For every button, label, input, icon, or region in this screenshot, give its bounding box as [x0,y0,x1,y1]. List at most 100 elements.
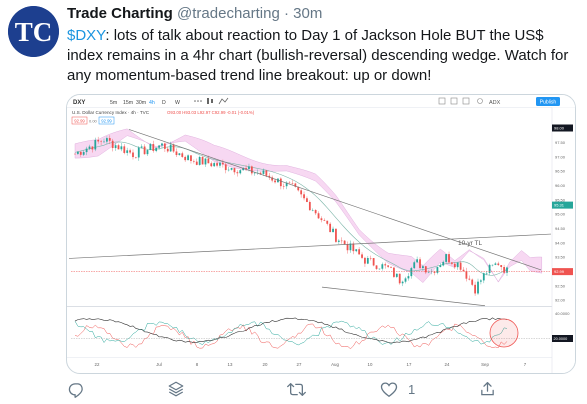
time-axis[interactable]: 22 Jul 8 13 20 27 Aug 10 17 24 Sep 7 [67,357,552,368]
candle-body [198,156,201,165]
candle-body [407,276,410,279]
osc-tag: 20.0000 [554,337,568,341]
oscillator-line-green [74,320,508,346]
candle-body [224,164,227,171]
osc-axis-label: 40.0000 [555,311,570,316]
candle-body [311,210,314,211]
candle-body [442,261,445,266]
tweet-timestamp[interactable]: 30m [293,5,323,22]
candle-body [91,146,94,150]
trendline-annotation: 10-yr TL [458,240,482,247]
candle-body [474,284,477,294]
lower-wedge-trendline [321,286,486,307]
upper-wedge-trendline [128,129,542,271]
candle-body [419,259,421,269]
price-axis-label: 96.50 [555,169,566,174]
price-axis[interactable]: 98.00 97.50 97.00 96.50 96.00 95.50 95.00 94.50… [551,107,575,374]
timeframe-D: D [162,100,166,106]
candle-body [369,257,372,259]
candle-body [346,244,349,251]
candle-body [85,148,88,153]
candle-body [123,146,126,153]
tweet-text: $DXY: lots of talk about reaction to Day… [67,26,572,86]
spread-value: 0.00 [89,118,98,123]
candle-body [503,267,506,273]
tweet-media-chart[interactable]: DXY 5m 15m 30m 4h D W ADX Publish U.S. Dollar… [66,94,576,374]
price-axis-label: 92.50 [555,283,566,288]
like-button[interactable]: 1 [380,378,415,400]
retweet-button[interactable] [287,378,306,400]
price-tag-top: 98.00 [554,126,565,131]
candle-body [184,156,187,161]
ellipsis-icon[interactable] [194,100,202,102]
chart-type-icon[interactable] [207,98,213,104]
buy-box[interactable]: 92.99 [98,116,115,125]
candle-body [117,145,120,150]
candle-body [314,210,317,214]
tweet-body: : lots of talk about reaction to Day 1 o… [67,27,569,84]
candle-body [326,220,329,224]
candle-body [329,223,332,233]
publish-label: Publish [540,100,557,106]
candle-body [340,240,343,242]
sell-box[interactable]: 92.99 [71,116,88,125]
candle-body [477,281,479,294]
chart-ohlc: O93.00 H93.03 L92.97 C92.99 -0.01 (-0.01… [167,110,255,115]
candle-body [468,278,471,280]
candle-body [358,249,361,255]
candle-body [439,265,442,268]
candle-body [323,220,326,221]
candle-body [297,186,300,191]
adx-label[interactable]: ADX [489,100,501,106]
candle-body [274,180,276,183]
candle-body [201,156,204,165]
timeframe-15m: 15m [123,100,133,106]
publish-button[interactable]: Publish [536,97,560,106]
candle-body [332,228,334,233]
candle-body [416,259,419,263]
author-avatar[interactable]: TC [8,6,59,57]
time-axis-label: 8 [196,362,199,367]
candle-body [387,265,390,267]
candle-body [491,264,494,266]
candle-body [221,162,224,165]
author-handle[interactable]: @tradecharting [177,5,280,22]
candle-body [352,243,355,252]
save-button[interactable] [167,378,185,400]
like-count: 1 [408,381,416,397]
candle-body [291,183,294,184]
candle-body [97,139,100,142]
candle-body [216,163,218,166]
time-axis-label: 10 [368,362,373,367]
heart-icon [380,381,398,397]
reply-button[interactable] [68,378,85,400]
indicator-icon[interactable] [218,97,229,105]
candle-body [413,262,416,269]
candle-body [100,141,102,142]
candle-body [480,280,482,282]
candle-body [308,201,311,211]
candle-body [94,139,97,150]
candle-body [143,146,146,155]
oscillator-pane[interactable] [67,306,575,350]
candle-body [485,272,488,274]
candle-body [175,151,178,156]
candle-body [364,257,366,264]
author-name[interactable]: Trade Charting [67,5,173,22]
candle-body [436,267,439,273]
candle-body [242,168,245,171]
cashtag-link[interactable]: $DXY [67,27,106,44]
candle-body [134,157,137,158]
candle-body [306,198,308,202]
candle-body [166,148,169,152]
share-button[interactable] [479,378,496,400]
candle-body [265,170,268,176]
candle-body [129,150,131,153]
price-axis-label: 95.00 [555,212,566,217]
settings-icons[interactable] [438,97,483,105]
price-pane[interactable] [68,125,552,307]
candle-body [459,262,462,270]
candle-body [88,146,91,149]
timeframe-4h: 4h [149,100,155,106]
candle-body [140,146,143,148]
